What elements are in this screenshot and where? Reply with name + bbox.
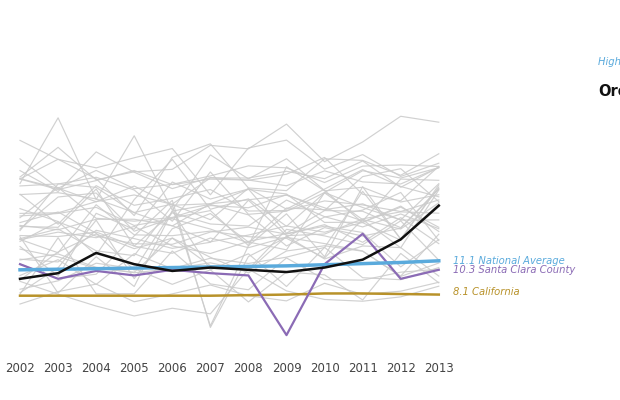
Text: 8.1 California: 8.1 California (453, 287, 519, 297)
Text: 10.3 Santa Clara County: 10.3 Santa Clara County (453, 265, 575, 275)
Text: 11.1 National Average: 11.1 National Average (453, 256, 564, 266)
Text: Oregon: Oregon (598, 84, 620, 100)
Text: Highlighted Region: Highlighted Region (598, 57, 620, 67)
